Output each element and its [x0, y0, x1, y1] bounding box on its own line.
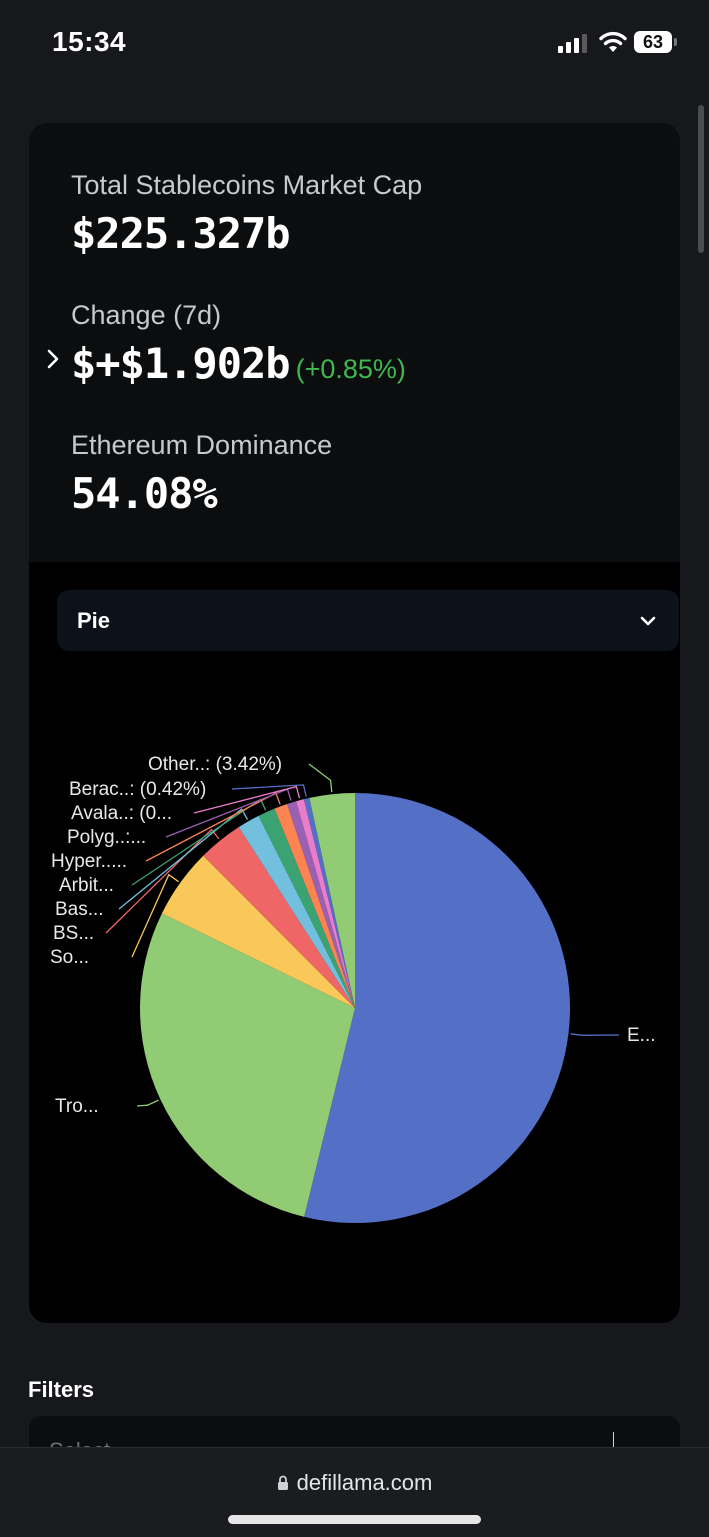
pie-slice-label: Avala..: (0...	[71, 803, 172, 824]
pie-slice[interactable]	[238, 815, 355, 1008]
chart-type-select[interactable]: Pie	[57, 590, 679, 651]
chart-card: Pie E... Tro... So... BS... Bas... Arbit... Hy…	[29, 562, 680, 1323]
pie-slice-label: Berac..: (0.42%)	[69, 779, 206, 800]
chart-type-selected: Pie	[77, 608, 111, 633]
pie-leader-line	[131, 873, 179, 958]
market-cap-value: $225.327b	[71, 209, 291, 258]
change-percent: (+0.85%)	[295, 354, 406, 384]
dominance-label: Ethereum Dominance	[71, 430, 333, 460]
dominance-value: 54.08%	[71, 469, 218, 518]
pie-slice-label: Hyper.....	[51, 851, 127, 872]
battery-icon: 63	[634, 31, 678, 53]
pie-slice[interactable]	[296, 799, 355, 1008]
status-bar: 15:34 63	[0, 0, 709, 90]
status-time: 15:34	[52, 26, 127, 57]
pie-slice-label: So...	[50, 947, 89, 968]
page-scrollbar[interactable]	[698, 105, 704, 253]
pie-slice[interactable]	[287, 801, 355, 1008]
pie-slice-label: E...	[627, 1025, 656, 1046]
wifi-icon	[599, 31, 627, 52]
pie-slice[interactable]	[140, 913, 355, 1217]
pie-leader-line	[118, 808, 249, 910]
url-display[interactable]: defillama.com	[0, 1470, 709, 1496]
pie-slice-label: Tro...	[55, 1096, 99, 1117]
battery-tip	[674, 38, 677, 46]
browser-address-bar[interactable]: defillama.com	[0, 1447, 709, 1537]
pie-slice[interactable]	[258, 808, 355, 1008]
change-value-row: $+$1.902b (+0.85%)	[71, 339, 406, 388]
pie-slice-label: Polyg..:...	[67, 827, 146, 848]
pie-slice[interactable]	[203, 827, 355, 1008]
cellular-signal-icon	[558, 34, 587, 53]
change-value: $+$1.902b	[71, 339, 291, 388]
pie-slice[interactable]	[304, 793, 571, 1223]
lock-icon	[277, 1475, 288, 1490]
pie-leader-line	[105, 828, 220, 934]
chevron-right-icon[interactable]	[45, 347, 61, 371]
pie-slice[interactable]	[309, 793, 355, 1008]
url-text: defillama.com	[296, 1470, 433, 1495]
pie-slice[interactable]	[161, 855, 355, 1008]
stablecoin-pie-chart[interactable]: E... Tro... So... BS... Bas... Arbit... Hyper.…	[29, 562, 680, 1323]
change-label: Change (7d)	[71, 300, 222, 330]
pie-slice[interactable]	[274, 804, 356, 1008]
pie-slice-label: Arbit...	[59, 875, 114, 896]
pie-slice[interactable]	[303, 797, 355, 1008]
pie-leader-line	[136, 1099, 159, 1107]
battery-level: 63	[634, 31, 672, 53]
stablecoin-summary-card: Total Stablecoins Market Cap $225.327b C…	[29, 123, 680, 563]
pie-leader-line	[308, 763, 333, 793]
home-indicator[interactable]	[228, 1515, 481, 1524]
chevron-down-icon	[640, 616, 656, 626]
pie-leader-line	[193, 785, 301, 814]
pie-leader-line	[570, 1033, 620, 1036]
pie-leader-line	[231, 784, 307, 797]
market-cap-label: Total Stablecoins Market Cap	[71, 170, 423, 200]
filters-title: Filters	[28, 1377, 95, 1402]
pie-slice-label: Other..: (3.42%)	[148, 754, 282, 775]
pie-slice-label: BS...	[53, 923, 94, 944]
pie-slice-label: Bas...	[55, 899, 104, 920]
